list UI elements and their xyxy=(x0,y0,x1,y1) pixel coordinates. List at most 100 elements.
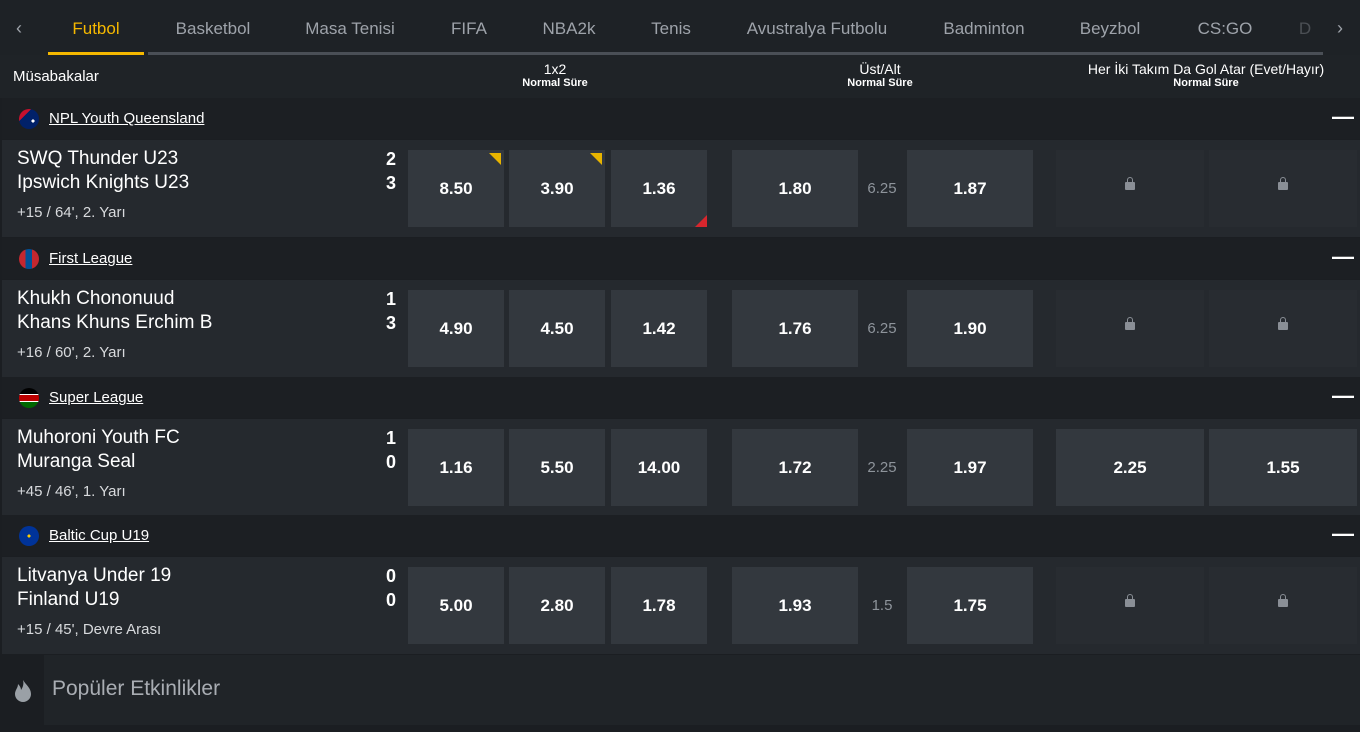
league-name[interactable]: Baltic Cup U19 xyxy=(49,527,150,544)
league-name[interactable]: NPL Youth Queensland xyxy=(49,110,205,127)
odd-button[interactable]: 1.78 xyxy=(611,567,707,644)
lock-icon xyxy=(1278,177,1288,190)
league-flag xyxy=(19,526,39,546)
locked-odd xyxy=(1209,290,1357,367)
odd-button[interactable]: 5.50 xyxy=(509,429,605,506)
odd-button[interactable]: 1.93 xyxy=(732,567,858,644)
home-team: Muhoroni Youth FC xyxy=(17,427,180,448)
match-status: +16 / 60', 2. Yarı xyxy=(17,344,126,361)
lock-icon xyxy=(1278,317,1288,330)
sport-tab[interactable]: D xyxy=(1298,19,1312,38)
home-team: SWQ Thunder U23 xyxy=(17,148,179,169)
sport-tab[interactable]: Tenis xyxy=(651,19,691,38)
lock-icon xyxy=(1125,317,1135,330)
lock-icon xyxy=(1125,177,1135,190)
odd-button[interactable]: 1.87 xyxy=(907,150,1033,227)
odd-button[interactable]: 2.25 xyxy=(1056,429,1204,506)
match-status: +15 / 45', Devre Arası xyxy=(17,621,162,638)
event-row[interactable]: Khukh Chononuud Khans Khuns Erchim B 1 3 +16… xyxy=(2,280,1360,377)
odd-button[interactable]: 4.50 xyxy=(509,290,605,367)
event-row[interactable]: Litvanya Under 19 Finland U19 0 0 +15 / 45',… xyxy=(2,557,1360,654)
odd-button[interactable]: 14.00 xyxy=(611,429,707,506)
event-row[interactable]: Muhoroni Youth FC Muranga Seal 1 0 +45 / 46'… xyxy=(2,419,1360,516)
odds-up-indicator xyxy=(590,153,602,165)
sport-tab[interactable]: Avustralya Futbolu xyxy=(746,19,888,38)
odd-button[interactable]: 1.97 xyxy=(907,429,1033,506)
odd-button[interactable]: 4.90 xyxy=(408,290,504,367)
tab-underline xyxy=(148,52,1323,55)
league-name[interactable]: First League xyxy=(49,250,133,267)
locked-odd xyxy=(1056,567,1204,644)
league-row[interactable]: Baltic Cup U19 — xyxy=(2,515,1360,556)
odd-button[interactable]: 1.90 xyxy=(907,290,1033,367)
home-score: 1 xyxy=(386,289,397,309)
away-team: Ipswich Knights U23 xyxy=(17,172,190,193)
sport-tab[interactable]: Futbol xyxy=(48,0,144,55)
popular-section[interactable]: Popüler Etkinlikler xyxy=(2,655,1360,725)
collapse-toggle[interactable]: — xyxy=(1332,104,1354,129)
league-row[interactable]: First League — xyxy=(2,238,1360,279)
tabs-next[interactable]: › xyxy=(1337,18,1343,38)
away-team: Finland U19 xyxy=(17,589,120,610)
lock-icon xyxy=(1278,594,1288,607)
odd-button[interactable]: 3.90 xyxy=(509,150,605,227)
sport-tab[interactable]: CS:GO xyxy=(1197,19,1253,38)
popular-title: Popüler Etkinlikler xyxy=(52,677,221,700)
match-status: +15 / 64', 2. Yarı xyxy=(17,204,126,221)
sport-tab[interactable]: Masa Tenisi xyxy=(305,19,395,38)
market-subtitle: Normal Süre xyxy=(847,77,913,89)
total-line: 2.25 xyxy=(867,459,897,476)
collapse-toggle[interactable]: — xyxy=(1332,383,1354,408)
collapse-toggle[interactable]: — xyxy=(1332,521,1354,546)
odd-button[interactable]: 1.42 xyxy=(611,290,707,367)
away-score: 0 xyxy=(386,590,397,610)
sport-tab[interactable]: NBA2k xyxy=(542,19,596,38)
sport-tab[interactable]: FIFA xyxy=(451,19,487,38)
home-team: Khukh Chononuud xyxy=(17,288,175,309)
away-team: Khans Khuns Erchim B xyxy=(17,312,213,333)
league-row[interactable]: NPL Youth Queensland — xyxy=(2,98,1360,139)
league-row[interactable]: Super League — xyxy=(2,377,1360,418)
league-flag xyxy=(19,249,39,269)
tabs-prev[interactable]: ‹ xyxy=(16,18,22,38)
event-row[interactable]: SWQ Thunder U23 Ipswich Knights U23 2 3 +15 … xyxy=(2,140,1360,237)
fire-svg xyxy=(15,680,31,702)
odd-button[interactable]: 1.72 xyxy=(732,429,858,506)
market-title: 1x2 xyxy=(543,61,567,77)
total-line: 6.25 xyxy=(867,180,897,197)
home-score: 0 xyxy=(386,566,397,586)
odd-button[interactable]: 1.36 xyxy=(611,150,707,227)
league-flag xyxy=(19,388,39,408)
market-title: Her İki Takım Da Gol Atar (Evet/Hayır) xyxy=(1087,61,1325,77)
away-team: Muranga Seal xyxy=(17,451,136,472)
locked-odd xyxy=(1056,290,1204,367)
league-flag xyxy=(19,109,39,129)
away-score: 0 xyxy=(386,452,397,472)
odd-button[interactable]: 1.75 xyxy=(907,567,1033,644)
locked-odd xyxy=(1209,150,1357,227)
sport-tab[interactable]: Beyzbol xyxy=(1079,19,1141,38)
market-subtitle: Normal Süre xyxy=(1173,77,1239,89)
odd-button[interactable]: 8.50 xyxy=(408,150,504,227)
odd-button[interactable]: 5.00 xyxy=(408,567,504,644)
collapse-toggle[interactable]: — xyxy=(1332,244,1354,269)
market-title: Üst/Alt xyxy=(859,61,901,77)
home-score: 1 xyxy=(386,428,397,448)
odds-up-indicator xyxy=(489,153,501,165)
away-score: 3 xyxy=(386,313,397,333)
odds-down-indicator xyxy=(695,215,707,227)
events-label: Müsabakalar xyxy=(13,68,99,85)
league-name[interactable]: Super League xyxy=(49,389,144,406)
lock-icon xyxy=(1125,594,1135,607)
odd-button[interactable]: 1.55 xyxy=(1209,429,1357,506)
market-subtitle: Normal Süre xyxy=(522,77,588,89)
odd-button[interactable]: 2.80 xyxy=(509,567,605,644)
locked-odd xyxy=(1209,567,1357,644)
odd-button[interactable]: 1.80 xyxy=(732,150,858,227)
sport-tab[interactable]: Badminton xyxy=(943,19,1025,38)
total-line: 6.25 xyxy=(867,320,897,337)
sport-tab[interactable]: Basketbol xyxy=(175,19,251,38)
odd-button[interactable]: 1.16 xyxy=(408,429,504,506)
odd-button[interactable]: 1.76 xyxy=(732,290,858,367)
